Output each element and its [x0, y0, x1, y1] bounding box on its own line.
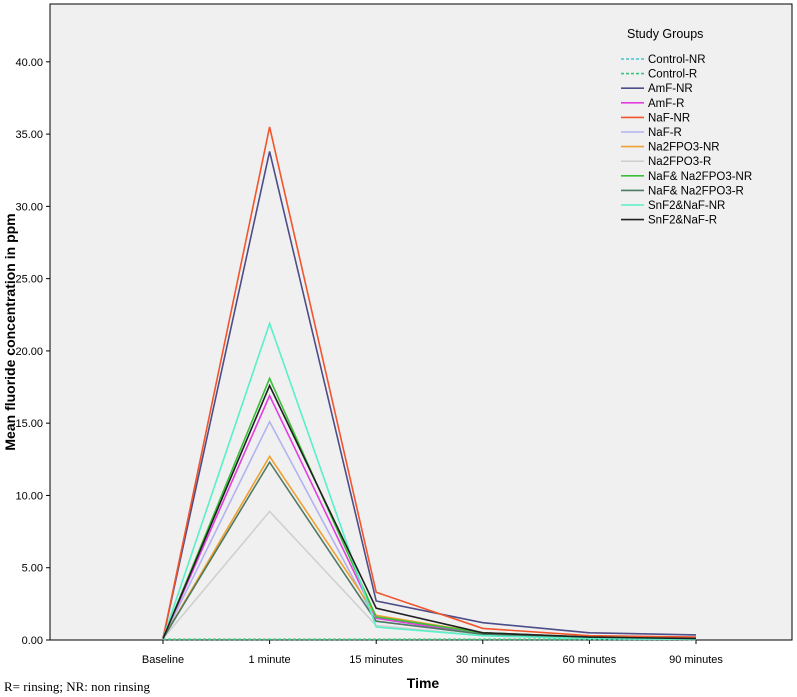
x-tick-label: 30 minutes — [456, 654, 510, 666]
series-lines — [162, 126, 697, 641]
legend-item-label: Na2FPO3-NR — [648, 142, 720, 154]
plot-area — [49, 3, 793, 641]
x-axis: Baseline 1 minute 15 minutes 30 minutes 60 m… — [142, 640, 723, 666]
x-tick-label: 60 minutes — [562, 654, 616, 666]
series-line-snf2-naf-r — [162, 383, 697, 640]
y-axis: 0.00 5.00 10.00 15.00 20.00 25.00 30.00 35.00 40… — [15, 57, 50, 647]
y-tick-label: 5.00 — [22, 563, 43, 575]
y-tick-label: 0.00 — [22, 635, 43, 647]
y-tick-label: 40.00 — [15, 57, 43, 69]
series-line-amf-nr — [162, 151, 697, 639]
footnote: R= rinsing; NR: non rinsing — [4, 679, 151, 694]
y-tick-label: 25.00 — [15, 274, 43, 286]
legend-item-label: AmF-R — [648, 98, 684, 110]
x-axis-title: Time — [407, 675, 440, 691]
legend: Study Groups Control-NR Control-R AmF-NR AmF… — [621, 27, 752, 227]
legend-item-label: SnF2&NaF-R — [648, 215, 717, 227]
legend-item-label: NaF-NR — [648, 112, 690, 124]
y-tick-label: 30.00 — [15, 201, 43, 213]
legend-item-label: Na2FPO3-R — [648, 156, 711, 168]
y-axis-title: Mean fluoride concentration in ppm — [2, 213, 18, 450]
legend-item-label: SnF2&NaF-NR — [648, 200, 725, 212]
legend-item-label: NaF& Na2FPO3-NR — [648, 171, 752, 183]
y-tick-label: 35.00 — [15, 129, 43, 141]
x-tick-label: 15 minutes — [349, 654, 403, 666]
legend-title: Study Groups — [627, 27, 703, 41]
y-tick-label: 15.00 — [15, 418, 43, 430]
series-line-snf2-naf-nr — [162, 320, 697, 641]
x-tick-label: Baseline — [142, 654, 184, 666]
x-tick-label: 90 minutes — [669, 654, 723, 666]
legend-item-label: NaF& Na2FPO3-R — [648, 185, 744, 197]
y-tick-label: 10.00 — [15, 490, 43, 502]
x-tick-label: 1 minute — [248, 654, 290, 666]
legend-item-label: AmF-NR — [648, 83, 693, 95]
y-tick-label: 20.00 — [15, 346, 43, 358]
legend-item-label: Control-R — [648, 69, 697, 81]
series-line-naf-nr — [162, 126, 697, 639]
legend-item-label: Control-NR — [648, 54, 706, 66]
legend-item-label: NaF-R — [648, 127, 682, 139]
